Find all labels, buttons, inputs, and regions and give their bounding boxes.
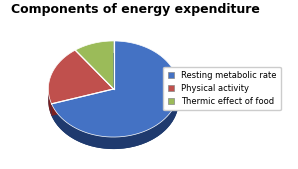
Polygon shape [52,92,179,149]
Polygon shape [48,90,52,116]
Polygon shape [52,89,114,116]
Polygon shape [75,41,114,89]
Polygon shape [48,50,114,104]
Polygon shape [52,89,114,116]
Ellipse shape [48,53,179,149]
Title: Components of energy expenditure: Components of energy expenditure [11,3,260,16]
Legend: Resting metabolic rate, Physical activity, Thermic effect of food: Resting metabolic rate, Physical activit… [164,67,281,110]
Polygon shape [52,41,179,137]
